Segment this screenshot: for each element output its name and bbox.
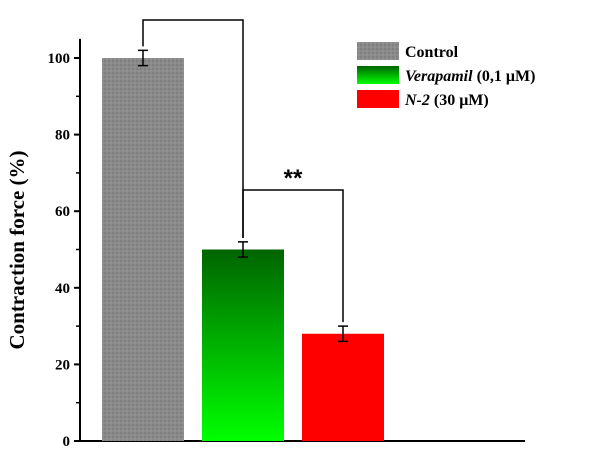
y-tick-label: 60	[55, 204, 70, 220]
legend-swatch	[357, 42, 399, 60]
significance-bracket	[142, 19, 244, 238]
bar	[302, 333, 384, 441]
significance-bracket	[242, 189, 344, 323]
bar	[202, 249, 284, 441]
legend-label: Verapamil (0,1 μM)	[405, 68, 535, 85]
significance-brackets: **	[142, 19, 344, 323]
legend-label: N-2 (30 μM)	[404, 92, 489, 109]
legend-swatch	[357, 66, 399, 84]
y-tick-label: 100	[48, 51, 71, 67]
y-tick-label: 40	[55, 281, 70, 297]
bar	[102, 58, 184, 441]
legend: Control Verapamil (0,1 μM) N-2 (30 μM)	[357, 42, 535, 109]
significance-label: **	[284, 165, 303, 192]
y-tick-label: 80	[55, 128, 70, 144]
legend-label: Control	[405, 44, 459, 61]
bars	[102, 49, 384, 441]
legend-swatch	[357, 90, 399, 108]
y-tick-label: 0	[63, 434, 71, 450]
y-axis-title: Contraction force (%)	[5, 150, 29, 349]
y-tick-label: 20	[55, 357, 70, 373]
axes: 0 20 40 60 80 100	[48, 38, 525, 450]
